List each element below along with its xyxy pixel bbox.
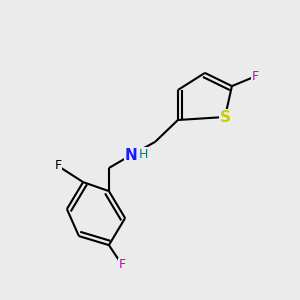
Text: H: H <box>138 148 148 161</box>
Text: N: N <box>125 148 137 163</box>
Text: F: F <box>251 70 259 83</box>
Text: S: S <box>220 110 230 124</box>
Text: F: F <box>54 159 61 172</box>
Text: F: F <box>118 258 126 272</box>
